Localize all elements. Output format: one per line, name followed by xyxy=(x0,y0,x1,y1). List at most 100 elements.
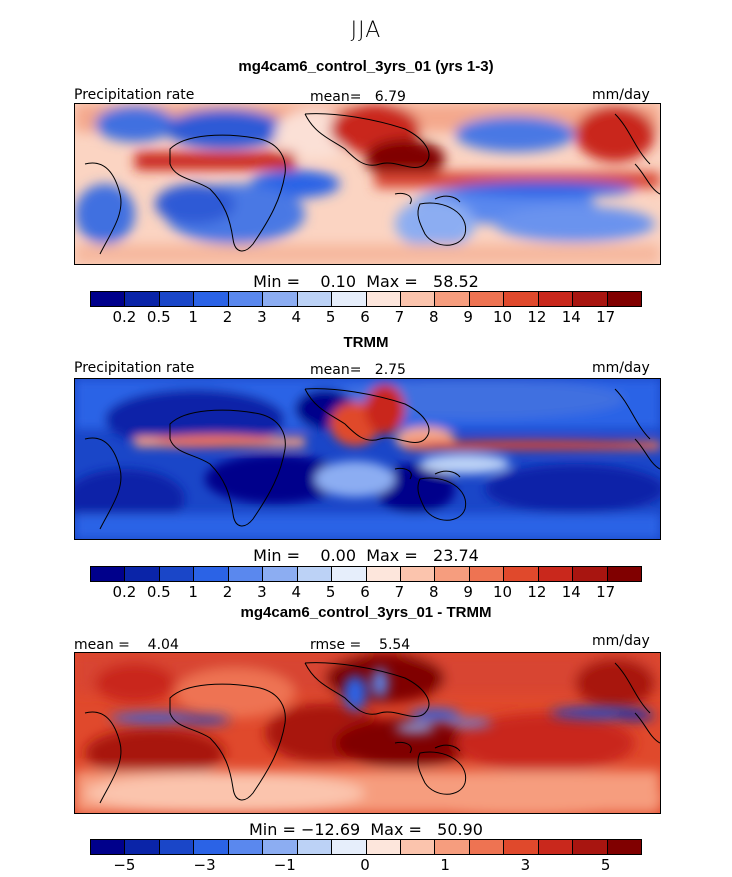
colorbar-swatch xyxy=(607,567,641,581)
colorbar-swatch xyxy=(332,840,367,854)
colorbar-swatch xyxy=(607,292,641,306)
colorbar-swatch xyxy=(91,840,126,854)
panel-1-min-max: Min = 0.10 Max = 58.52 xyxy=(253,272,479,291)
colorbar-tick-label: 0.2 xyxy=(112,308,137,326)
panel-2-map xyxy=(74,378,661,540)
colorbar-swatch xyxy=(538,292,574,306)
colorbar-tick-label: 8 xyxy=(428,308,439,326)
panel-3-colorbar xyxy=(90,839,642,855)
panel-1-map xyxy=(74,103,661,265)
colorbar-tick-label: 7 xyxy=(394,308,405,326)
colorbar-tick-label: 12 xyxy=(527,583,547,601)
colorbar-swatch xyxy=(366,292,401,306)
colorbar-swatch xyxy=(263,567,298,581)
panel-3-rmse-label: rmse = 5.54 xyxy=(310,637,411,653)
colorbar-swatch xyxy=(263,840,298,854)
colorbar-swatch xyxy=(194,292,229,306)
panel-2-units: mm/day xyxy=(592,360,650,376)
colorbar-swatch xyxy=(159,840,195,854)
colorbar-swatch xyxy=(125,840,160,854)
colorbar-tick-label: 0.5 xyxy=(146,308,171,326)
colorbar-swatch xyxy=(573,292,608,306)
colorbar-swatch xyxy=(538,567,574,581)
colorbar-swatch xyxy=(435,840,470,854)
colorbar-tick-label: 9 xyxy=(463,583,473,601)
panel-2-map-svg xyxy=(75,379,660,539)
colorbar-swatch xyxy=(297,840,333,854)
colorbar-tick-label: 1 xyxy=(440,856,450,874)
colorbar-swatch xyxy=(366,840,401,854)
colorbar-swatch xyxy=(573,840,608,854)
colorbar-swatch xyxy=(263,292,298,306)
panel-3-title: mg4cam6_control_3yrs_01 - TRMM xyxy=(240,604,492,621)
colorbar-tick-label: 7 xyxy=(394,583,405,601)
panel-2-title: TRMM xyxy=(343,334,389,351)
colorbar-swatch xyxy=(125,567,160,581)
colorbar-tick-label: 0.2 xyxy=(112,583,137,601)
colorbar-swatch xyxy=(469,840,505,854)
colorbar-tick-label: 5 xyxy=(600,856,611,874)
colorbar-swatch xyxy=(194,567,229,581)
panel-3-min-max: Min = −12.69 Max = 50.90 xyxy=(249,820,483,839)
colorbar-swatch xyxy=(607,840,641,854)
colorbar-tick-label: 3 xyxy=(257,308,267,326)
colorbar-tick-label: 10 xyxy=(492,583,513,601)
colorbar-swatch xyxy=(469,292,505,306)
colorbar-tick-label: 14 xyxy=(561,583,581,601)
colorbar-swatch xyxy=(297,292,333,306)
panel-3-colorbar-ticks: −5 −3 −1 0 1 3 5 xyxy=(0,856,732,876)
colorbar-swatch xyxy=(435,567,470,581)
colorbar-tick-label: 10 xyxy=(492,308,513,326)
colorbar-swatch xyxy=(366,567,401,581)
colorbar-tick-label: 5 xyxy=(325,308,336,326)
colorbar-tick-label: −3 xyxy=(193,856,216,874)
colorbar-tick-label: 8 xyxy=(428,583,439,601)
panel-1-mean-label: mean= 6.79 xyxy=(310,89,406,105)
colorbar-swatch xyxy=(504,292,539,306)
colorbar-swatch xyxy=(91,292,126,306)
colorbar-swatch xyxy=(159,292,195,306)
panel-1-variable-label: Precipitation rate xyxy=(74,87,195,103)
figure-title: JJA xyxy=(350,18,382,43)
panel-2-mean-label: mean= 2.75 xyxy=(310,362,406,378)
colorbar-swatch xyxy=(504,567,539,581)
colorbar-tick-label: 1 xyxy=(188,308,198,326)
panel-2-colorbar-ticks: 0.2 0.5 1 2 3 4 5 6 7 8 9 10 12 14 17 xyxy=(0,583,732,603)
colorbar-swatch xyxy=(125,292,160,306)
panel-2-variable-label: Precipitation rate xyxy=(74,360,195,376)
colorbar-tick-label: 6 xyxy=(360,308,370,326)
colorbar-tick-label: 3 xyxy=(257,583,267,601)
colorbar-swatch xyxy=(400,567,436,581)
colorbar-swatch xyxy=(400,840,436,854)
colorbar-swatch xyxy=(228,567,264,581)
colorbar-tick-label: 2 xyxy=(222,308,233,326)
panel-3-mean-label: mean = 4.04 xyxy=(74,637,179,653)
panel-3-map-svg xyxy=(75,653,660,813)
panel-3-map xyxy=(74,652,661,814)
colorbar-tick-label: 0 xyxy=(360,856,370,874)
colorbar-tick-label: 0.5 xyxy=(146,583,171,601)
colorbar-swatch xyxy=(573,567,608,581)
panel-1-units: mm/day xyxy=(592,87,650,103)
colorbar-swatch xyxy=(332,292,367,306)
colorbar-tick-label: 3 xyxy=(520,856,531,874)
colorbar-swatch xyxy=(400,292,436,306)
panel-1-colorbar-ticks: 0.2 0.5 1 2 3 4 5 6 7 8 9 10 12 14 17 xyxy=(0,308,732,328)
colorbar-tick-label: 5 xyxy=(325,583,336,601)
colorbar-swatch xyxy=(469,567,505,581)
colorbar-tick-label: 12 xyxy=(527,308,547,326)
colorbar-swatch xyxy=(228,292,264,306)
panel-3-units: mm/day xyxy=(592,633,650,649)
colorbar-tick-label: 17 xyxy=(596,308,616,326)
colorbar-tick-label: 4 xyxy=(291,583,302,601)
colorbar-swatch xyxy=(159,567,195,581)
panel-1-map-svg xyxy=(75,104,660,264)
colorbar-tick-label: 14 xyxy=(561,308,581,326)
panel-2-min-max: Min = 0.00 Max = 23.74 xyxy=(253,546,479,565)
colorbar-tick-label: −1 xyxy=(273,856,296,874)
colorbar-tick-label: 2 xyxy=(222,583,233,601)
colorbar-swatch xyxy=(228,840,264,854)
colorbar-tick-label: 1 xyxy=(188,583,198,601)
panel-1-colorbar xyxy=(90,291,642,307)
colorbar-tick-label: 17 xyxy=(596,583,616,601)
